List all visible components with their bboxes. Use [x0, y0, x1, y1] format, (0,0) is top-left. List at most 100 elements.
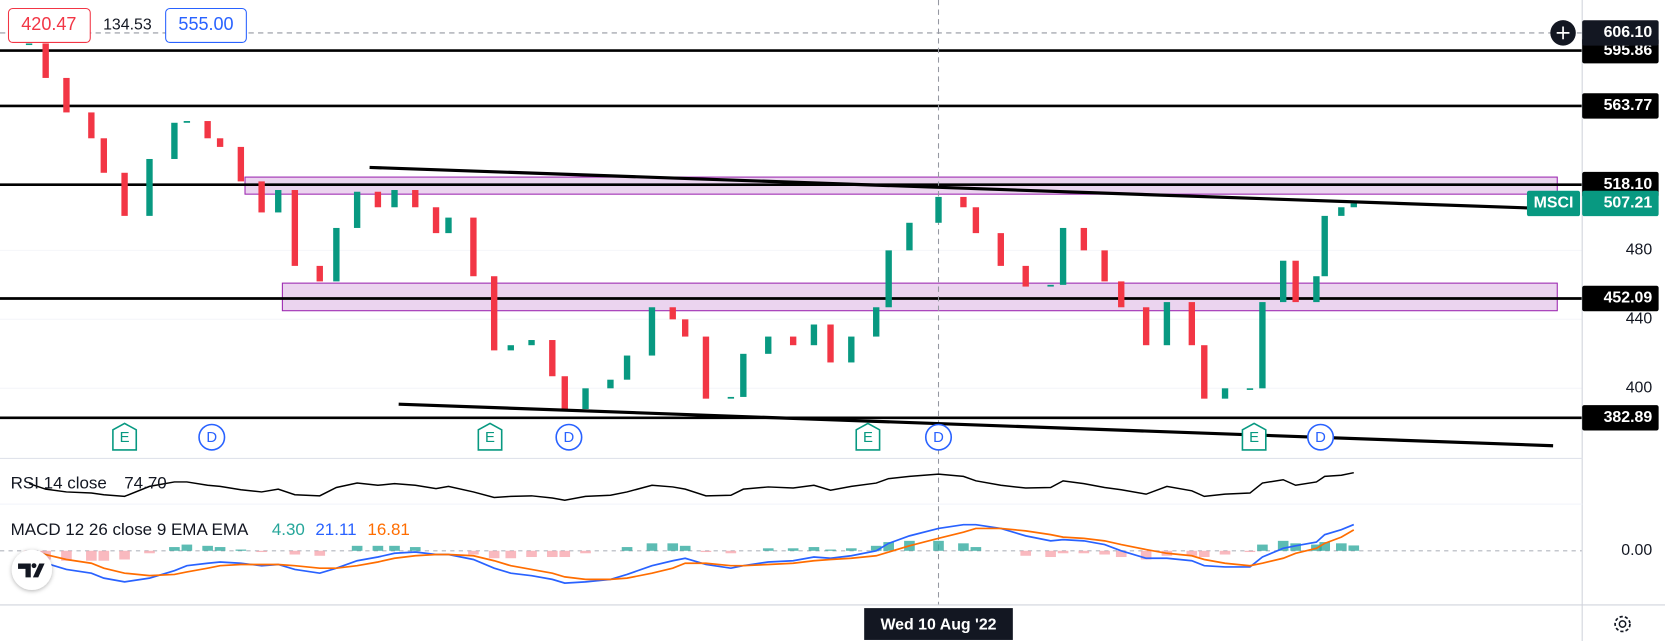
histogram-bar [1078, 550, 1090, 554]
histogram-bar [526, 550, 537, 558]
logo-circle [11, 549, 53, 591]
histogram-bar [256, 550, 267, 553]
spread: 134.53 [103, 17, 152, 34]
candle [204, 121, 211, 139]
histogram-bar [289, 550, 301, 555]
candle [827, 324, 834, 363]
candle [25, 43, 33, 46]
histogram-bar [1020, 550, 1032, 556]
histogram-bar [1257, 544, 1268, 551]
histogram-bar [1244, 550, 1256, 553]
candle [316, 265, 323, 282]
y-tick-label: 400 [1626, 380, 1653, 397]
signal-line [28, 527, 1355, 581]
histogram-bar [1186, 550, 1198, 556]
histogram-bar [559, 550, 571, 558]
add-button[interactable] [1550, 20, 1576, 46]
histogram-bar [1140, 550, 1152, 560]
candle [275, 190, 282, 213]
y-tick-label: 0.00 [1621, 542, 1652, 559]
logo[interactable] [11, 549, 53, 591]
histogram-bar [958, 543, 969, 551]
histogram-bar [1198, 550, 1210, 558]
candle [765, 336, 772, 354]
candle [146, 158, 153, 216]
sell-price: 420.47 [21, 14, 76, 34]
histogram-bar [646, 543, 658, 551]
rsi-title: RSI 14 close [11, 473, 107, 492]
level-label: 518.10 [1604, 176, 1653, 193]
candle [935, 196, 942, 223]
candle [1350, 203, 1357, 208]
candle [507, 345, 514, 351]
crosshair-date: Wed 10 Aug '22 [880, 616, 996, 633]
candle [972, 207, 980, 234]
candle [528, 340, 535, 346]
candle [1118, 281, 1125, 308]
candle [63, 77, 70, 113]
candle [1022, 265, 1029, 287]
candle [682, 319, 689, 337]
candle [42, 43, 49, 78]
candle [258, 181, 265, 213]
histogram-bar [621, 547, 633, 551]
histogram-bar [351, 545, 363, 551]
crosshair-date-box [864, 608, 1013, 640]
candle [432, 207, 440, 234]
candle [88, 112, 95, 139]
histogram-bar [580, 550, 591, 554]
candle [848, 336, 855, 363]
candle [391, 190, 398, 208]
histogram-bar [202, 545, 213, 551]
histogram-bar [1336, 543, 1347, 551]
histogram-bar [1290, 543, 1301, 551]
histogram-bar [1115, 550, 1127, 558]
buy-box[interactable] [165, 7, 247, 43]
candle [445, 217, 452, 234]
histogram-bar [845, 548, 857, 551]
dividend-marker [1307, 423, 1335, 451]
settings-button[interactable] [1614, 615, 1631, 633]
candle [1047, 284, 1054, 287]
rsi-line [28, 471, 1354, 502]
sell-box[interactable] [7, 7, 91, 43]
candle [490, 276, 498, 351]
candle [727, 396, 735, 399]
histogram-bar [314, 550, 326, 556]
histogram-bar [1277, 540, 1289, 551]
level-label: 452.09 [1604, 290, 1653, 307]
level-label-box [1582, 405, 1659, 431]
event-label: E [120, 430, 130, 446]
candle [885, 250, 892, 308]
y-tick-label: 440 [1626, 311, 1653, 328]
histogram-bar [1319, 542, 1331, 551]
event-label: D [564, 430, 575, 446]
histogram-bar [933, 540, 944, 551]
histogram-bar [119, 550, 130, 560]
logo-mark [18, 563, 45, 578]
level-label-box [1582, 93, 1659, 119]
candle [669, 307, 676, 320]
event-label: D [206, 430, 217, 446]
histogram-bar [181, 544, 193, 551]
histogram-bar [1045, 550, 1056, 558]
histogram-bar [214, 547, 226, 551]
level-label-box [1582, 285, 1659, 312]
buy-price: 555.00 [178, 14, 233, 34]
candle [623, 355, 631, 380]
candle [1338, 207, 1345, 216]
candle [1142, 307, 1150, 346]
macd-title: MACD 12 26 close 9 EMA EMA [11, 520, 249, 539]
histogram-bar [61, 550, 72, 561]
crosshair-price-box [1582, 20, 1659, 46]
histogram-bar [883, 542, 894, 551]
trendline [398, 402, 1554, 448]
event-label: E [1249, 430, 1259, 446]
candle [1080, 227, 1088, 251]
histogram-bar [409, 547, 421, 551]
candle [702, 336, 710, 399]
event-label: D [933, 430, 944, 446]
level-label: 563.77 [1604, 97, 1653, 114]
